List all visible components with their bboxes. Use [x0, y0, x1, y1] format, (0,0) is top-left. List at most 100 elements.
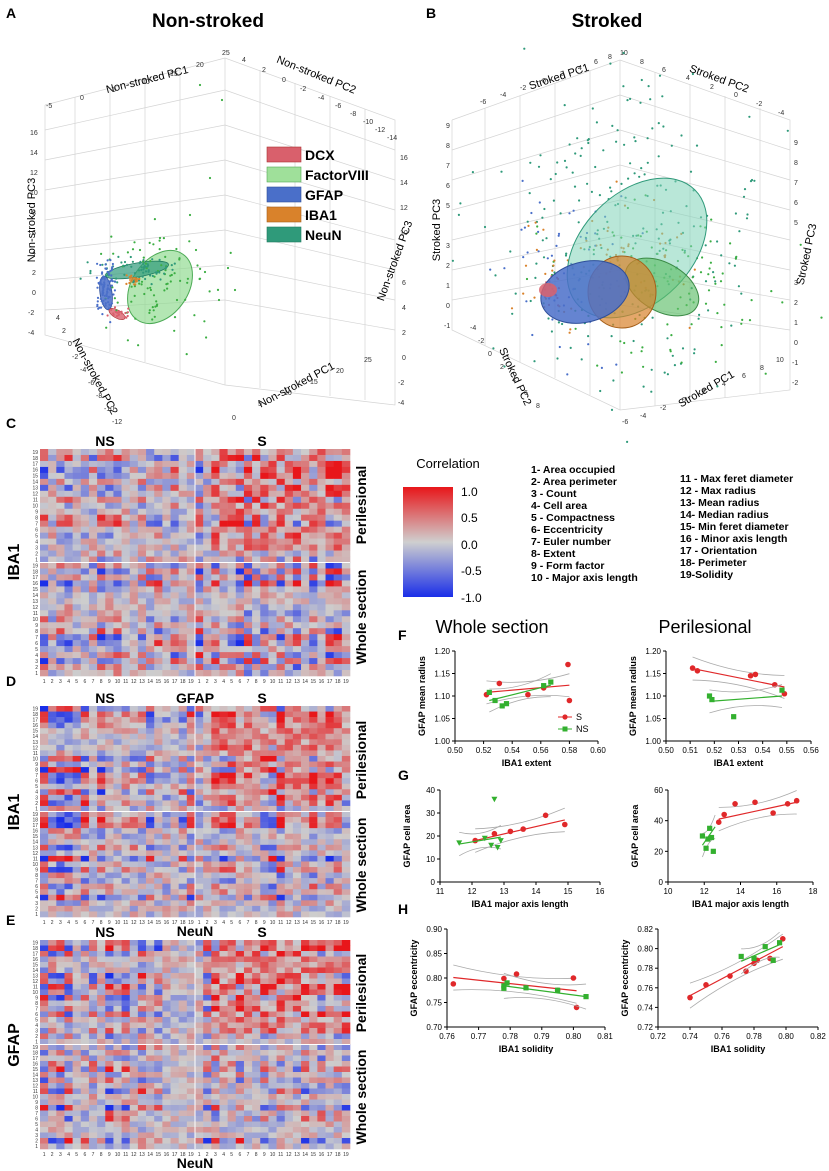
heatmap-cell: [48, 1017, 57, 1023]
heatmap-cell: [72, 767, 82, 773]
point-gfap: [557, 232, 561, 235]
heatmap-cell: [260, 466, 269, 474]
point-neun: [629, 97, 632, 100]
heatmap-cell: [211, 744, 220, 751]
heatmap-cell: [178, 449, 188, 456]
heatmap-cell: [219, 911, 228, 918]
heatmap-cell: [243, 956, 253, 963]
heatmap-cell: [284, 508, 294, 516]
heatmap-cell: [40, 460, 49, 468]
heatmap-cell: [129, 767, 139, 773]
heatmap-cell: [325, 490, 334, 498]
point-neun: [564, 254, 568, 257]
heatmap-cell: [284, 706, 294, 712]
heatmap-cell: [137, 634, 147, 641]
heatmap-c-cells: [40, 449, 351, 677]
heatmap-row-tick: 2: [35, 665, 38, 671]
panel-a-tick: -8: [350, 111, 356, 118]
heatmap-cell: [243, 514, 253, 521]
heatmap-cell: [276, 1066, 286, 1073]
heatmap-cell: [195, 652, 204, 659]
heatmap-cell: [252, 883, 261, 890]
heatmap-cell: [162, 855, 171, 862]
heatmap-cell: [317, 646, 326, 653]
heatmap-cell: [317, 1055, 326, 1062]
heatmap-cell: [227, 1033, 237, 1040]
heatmap-cell: [260, 1022, 269, 1029]
heatmap-cell: [137, 598, 147, 605]
heatmap-cell: [178, 1055, 188, 1062]
point-neun: [616, 129, 619, 132]
heatmap-cell: [325, 783, 334, 790]
heatmap-cell: [154, 1028, 163, 1034]
panel-a-tick: 4: [56, 315, 60, 322]
heatmap-cell: [203, 610, 212, 617]
heatmap-cell: [317, 652, 326, 659]
heatmap-cell: [129, 466, 139, 474]
heatmap-cell: [186, 911, 196, 918]
heatmap-cell: [268, 520, 277, 527]
point-factorviii: [735, 255, 738, 258]
heatmap-col-tick: 8: [100, 920, 103, 926]
heatmap-cell: [211, 733, 220, 740]
heatmap-cell: [227, 1039, 237, 1045]
heatmap-cell: [276, 844, 286, 851]
panel-label-h: H: [398, 901, 408, 917]
heatmap-cell: [276, 484, 286, 492]
heatmap-cell: [227, 767, 237, 773]
heatmap-cell: [309, 1017, 318, 1023]
heatmap-cell: [325, 580, 334, 587]
heatmap-cell: [341, 711, 351, 718]
heatmap-cell: [252, 1000, 261, 1007]
heatmap-cell: [203, 532, 212, 539]
heatmap-cell: [333, 889, 343, 896]
heatmap-cell: [195, 817, 204, 823]
point-factorviii: [137, 344, 140, 347]
point-neun: [471, 171, 474, 174]
heatmap-cell: [301, 472, 310, 480]
heatmap-cell: [105, 706, 114, 712]
heatmap-cell: [333, 984, 343, 990]
heatmap-cell: [284, 1033, 294, 1040]
heatmap-cell: [129, 855, 139, 862]
heatmap-cell: [146, 945, 155, 952]
heatmap-cell: [97, 454, 106, 462]
heatmap-cell: [243, 900, 253, 907]
heatmap-cell: [341, 580, 351, 587]
heatmap-cell: [146, 755, 155, 762]
heatmap-cell: [186, 794, 196, 801]
point-factorviii: [630, 351, 633, 354]
heatmap-cell: [292, 778, 302, 785]
heatmap-cell: [227, 783, 237, 790]
heatmap-cell: [186, 490, 196, 498]
heatmap-cell: [56, 568, 65, 575]
heatmap-cell: [121, 508, 131, 516]
heatmap-row-tick: 12: [32, 492, 38, 498]
heatmap-cell: [252, 989, 261, 996]
heatmap-cell: [325, 828, 334, 835]
heatmap-cell: [252, 610, 261, 617]
heatmap-cell: [284, 973, 294, 979]
heatmap-cell: [88, 664, 98, 671]
heatmap-cell: [227, 833, 237, 840]
heatmap-cell: [88, 1066, 98, 1073]
heatmap-row-tick: 14: [32, 734, 38, 740]
heatmap-cell: [260, 1039, 269, 1045]
heatmap-cell: [341, 894, 351, 901]
heatmap-cell: [227, 761, 237, 768]
heatmap-cell: [268, 733, 277, 740]
heatmap-cell: [113, 889, 122, 896]
heatmap-cell: [203, 646, 212, 653]
heatmap-cell: [260, 867, 269, 873]
heatmap-cell: [235, 783, 245, 790]
heatmap-cell: [219, 1028, 228, 1034]
heatmap-cell: [88, 1022, 98, 1029]
heatmap-cell: [97, 1083, 106, 1089]
heatmap-cell: [325, 1072, 334, 1078]
point-iba1: [551, 269, 554, 272]
heatmap-cell: [88, 894, 98, 901]
heatmap-cell: [170, 900, 179, 907]
heatmap-cell: [301, 616, 310, 623]
heatmap-cell: [341, 496, 351, 504]
panel-b-tick: 3: [794, 280, 798, 287]
